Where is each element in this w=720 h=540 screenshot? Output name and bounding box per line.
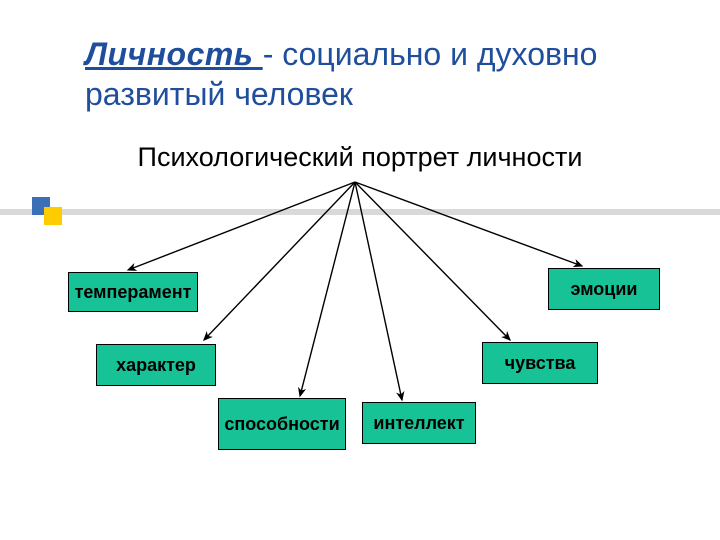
node-emotions: эмоции <box>548 268 660 310</box>
node-intellect: интеллект <box>362 402 476 444</box>
subtitle: Психологический портрет личности <box>100 142 620 173</box>
node-character: характер <box>96 344 216 386</box>
node-temperament: темперамент <box>68 272 198 312</box>
accent-square-yellow <box>44 207 62 225</box>
page-title-accent: Личность <box>85 36 263 72</box>
accent-bar-line <box>0 209 720 215</box>
node-abilities: способности <box>218 398 346 450</box>
page-title: Личность - социально и духовно развитый … <box>85 34 645 114</box>
node-feelings: чувства <box>482 342 598 384</box>
accent-bar <box>0 195 720 223</box>
